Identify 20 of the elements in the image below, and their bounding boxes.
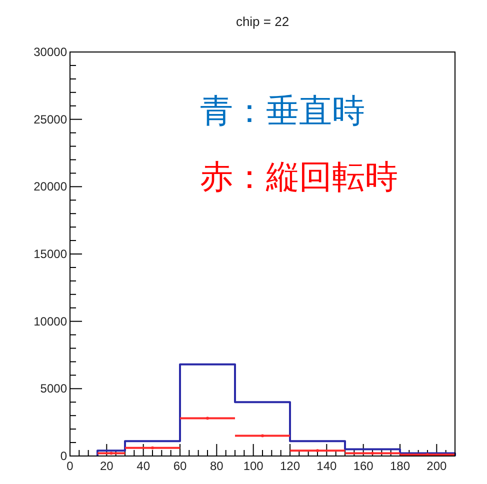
y-tick-label: 30000 <box>34 45 68 59</box>
x-tick-label: 140 <box>316 459 337 473</box>
chart-title: chip = 22 <box>236 14 290 29</box>
y-tick-label: 25000 <box>34 112 68 126</box>
x-tick-label: 160 <box>353 459 374 473</box>
y-tick-label: 5000 <box>40 382 68 396</box>
x-tick-label: 100 <box>243 459 264 473</box>
y-tick-label: 10000 <box>34 314 68 328</box>
annotation: 赤：縦回転時 <box>200 158 398 195</box>
x-tick-label: 120 <box>280 459 300 473</box>
x-tick-label: 20 <box>100 459 114 473</box>
x-tick-label: 180 <box>390 459 410 473</box>
x-tick-label: 40 <box>136 459 150 473</box>
y-tick-label: 15000 <box>34 247 68 261</box>
annotation: 青：垂直時 <box>200 92 365 129</box>
x-tick-label: 80 <box>210 459 224 473</box>
y-tick-label: 0 <box>60 449 68 463</box>
x-tick-label: 60 <box>173 459 187 473</box>
y-tick-label: 20000 <box>34 180 68 194</box>
x-tick-label: 200 <box>426 459 447 473</box>
